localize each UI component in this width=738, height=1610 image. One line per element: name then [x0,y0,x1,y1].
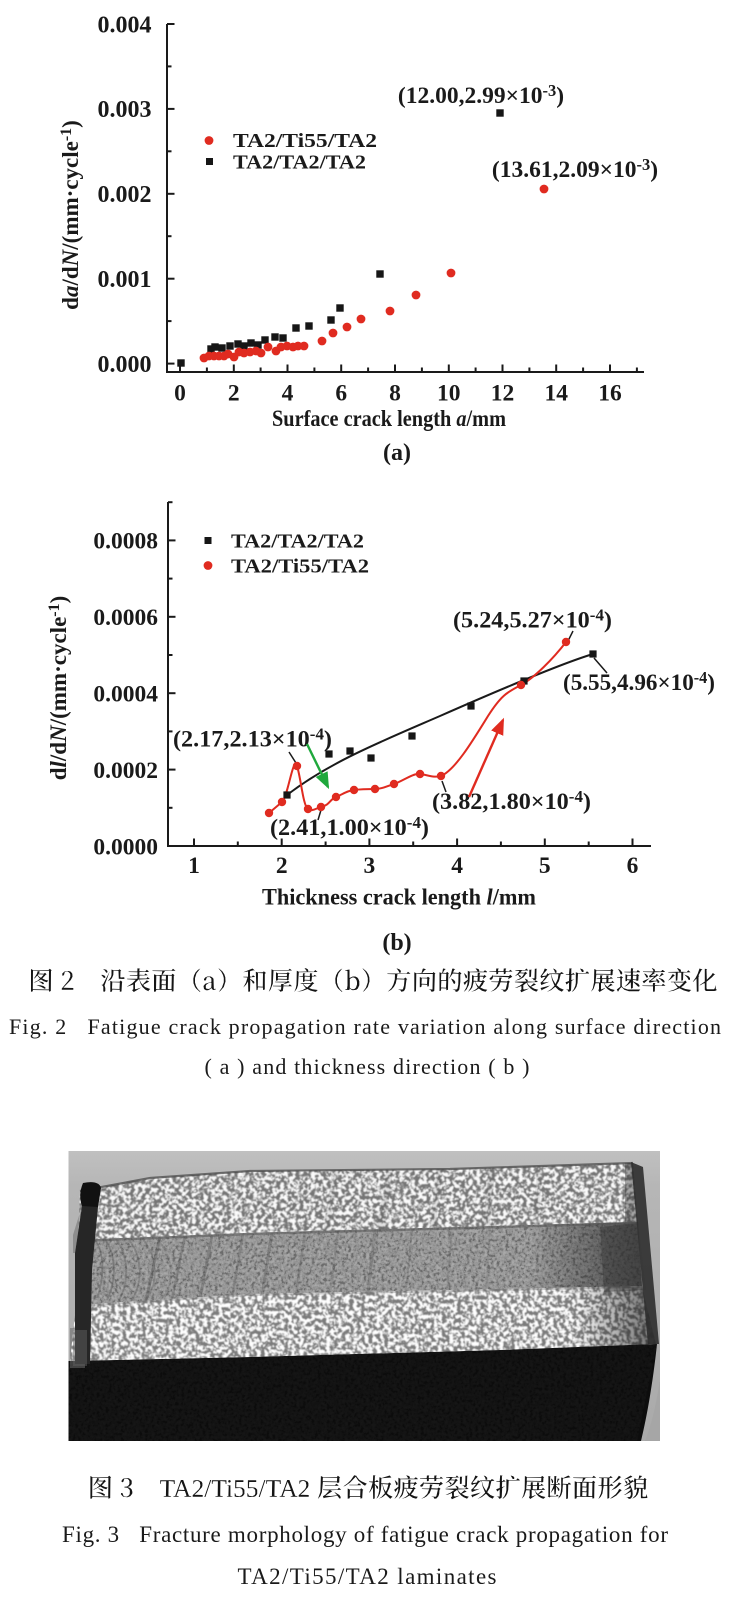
svg-text:Fig. 3 Fracture morphology o: Fig. 3 Fracture morphology of fatigue cr… [62,1522,668,1547]
svg-text:0.000: 0.000 [98,352,152,378]
svg-text:0.0008: 0.0008 [93,529,158,555]
svg-text:(2.17,2.13×10-4): (2.17,2.13×10 -4) [173,725,332,753]
svg-text:da/dN/(mm·cycle-1): da/dN/(mm·cycle-1) [58,120,83,310]
svg-text:0.0000: 0.0000 [93,834,158,860]
svg-text:6: 6 [627,853,639,879]
svg-text:Thickness crack length l/mm: Thickness crack length l/mm [262,885,536,910]
svg-text:2: 2 [276,853,288,879]
svg-text:(5.24,5.27×10-4): (5.24,5.27×10 -4) [453,606,612,634]
svg-text:(12.00,2.99×10-3): (12.00,2.99×10-3) [398,81,564,109]
svg-text:0.004: 0.004 [98,12,152,38]
svg-text:3: 3 [364,853,376,879]
svg-text:10: 10 [437,381,461,407]
svg-text:2: 2 [228,381,240,407]
svg-text:1: 1 [188,853,200,879]
svg-text:Surface crack length a/mm: Surface crack length a/mm [272,406,506,431]
svg-text:(a): (a) [383,440,411,466]
svg-text:(13.61,2.09×10-3): (13.61,2.09×10-3) [492,155,658,183]
svg-text:dl/dN/(mm·cycle-1): dl/dN/(mm·cycle-1) [46,596,71,781]
svg-text:0.001: 0.001 [98,267,152,293]
svg-text:0.0006: 0.0006 [93,605,158,631]
svg-text:(2.41,1.00×10-4): (2.41,1.00×10 -4) [270,813,429,841]
svg-text:TA2/Ti55/TA2: TA2/Ti55/TA2 [233,130,377,152]
svg-text:0.0002: 0.0002 [93,758,158,784]
svg-text:(3.82,1.80×10-4): (3.82,1.80×10 -4) [432,787,591,815]
svg-text:Fig. 2 Fatigue crack propaga: Fig. 2 Fatigue crack propagation rate va… [9,1014,721,1039]
svg-text:TA2/Ti55/TA2 laminates: TA2/Ti55/TA2 laminates [238,1564,497,1589]
svg-text:12: 12 [491,381,515,407]
svg-text:0: 0 [174,381,186,407]
svg-text:TA2/TA2/TA2: TA2/TA2/TA2 [231,531,364,553]
svg-text:14: 14 [545,381,569,407]
svg-text:0.002: 0.002 [98,182,152,208]
svg-text:(b): (b) [382,930,411,956]
svg-text:5: 5 [539,853,551,879]
svg-text:4: 4 [451,853,463,879]
svg-text:6: 6 [335,381,347,407]
svg-text:0.003: 0.003 [98,97,152,123]
svg-text:8: 8 [389,381,401,407]
svg-text:TA2/TA2/TA2: TA2/TA2/TA2 [233,152,366,174]
svg-text:4: 4 [282,381,294,407]
svg-text:TA2/Ti55/TA2: TA2/Ti55/TA2 [231,556,369,578]
svg-text:16: 16 [598,381,622,407]
svg-text:0.0004: 0.0004 [93,682,158,708]
svg-text:(5.55,4.96×10-4): (5.55,4.96×10-4) [563,668,715,696]
svg-text:( a ) and thickness direction: ( a ) and thickness direction ( b ) [205,1054,530,1079]
